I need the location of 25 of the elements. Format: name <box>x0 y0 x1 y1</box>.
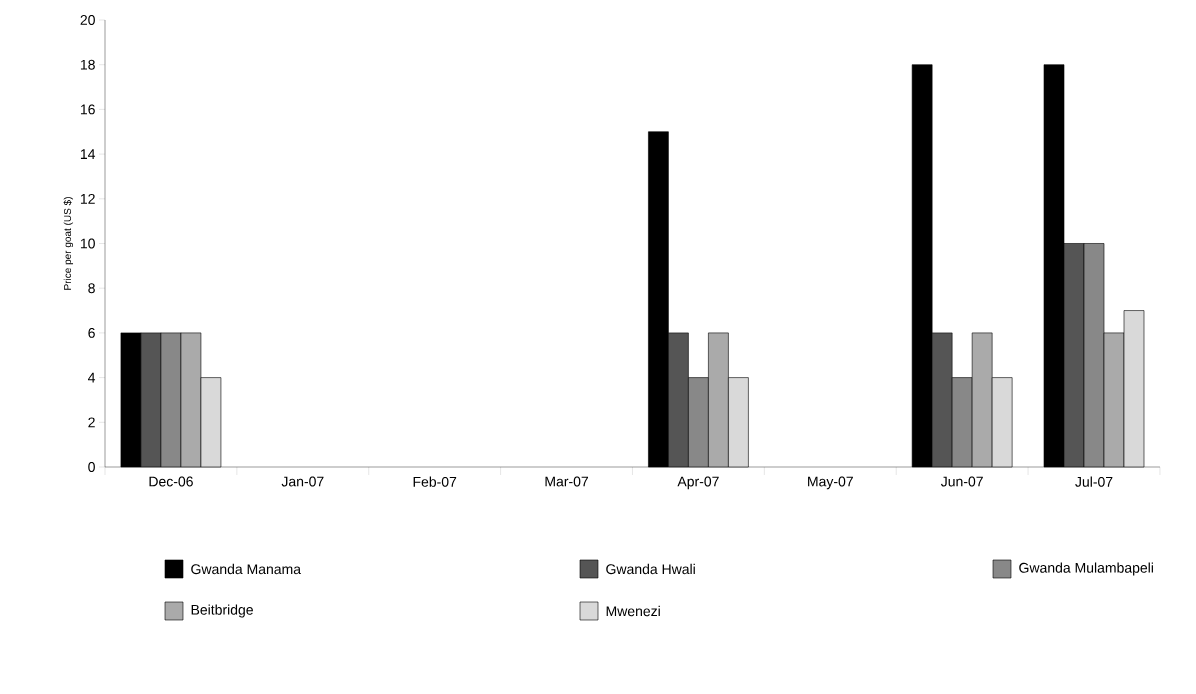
y-tick-label: 18 <box>80 59 95 70</box>
x-tick-label: Apr-07 <box>677 476 719 490</box>
legend-label: Gwanda Mulambapeli <box>1019 562 1153 576</box>
y-tick-label: 16 <box>80 104 95 115</box>
y-tick-label: 10 <box>80 238 95 249</box>
y-tick-label: 6 <box>88 327 95 338</box>
x-tick-label: Jul-07 <box>1075 476 1113 487</box>
x-tick-label: May-07 <box>808 476 853 490</box>
legend-label: Gwanda Hwali <box>606 563 695 575</box>
x-tick-label: Jun-07 <box>940 476 983 487</box>
y-tick-label: 2 <box>88 417 95 428</box>
x-tick-label: Jan-07 <box>281 476 324 487</box>
y-tick-label: 14 <box>80 149 96 159</box>
legend-label: Gwanda Manama <box>191 563 302 575</box>
y-tick-label: 0 <box>88 462 95 472</box>
legend-label: Beitbridge <box>191 604 253 618</box>
y-axis-title: Price per goat (US $) <box>63 197 74 290</box>
x-tick-label: Feb-07 <box>413 476 457 487</box>
legend-label: Mwenezi <box>606 605 660 617</box>
y-tick-label: 12 <box>80 193 95 204</box>
x-tick-label: Dec-06 <box>149 476 193 487</box>
y-tick-label: 20 <box>80 15 95 25</box>
y-tick-label: 4 <box>88 372 96 383</box>
y-tick-label: 8 <box>88 283 95 294</box>
x-tick-label: Mar-07 <box>545 476 589 487</box>
